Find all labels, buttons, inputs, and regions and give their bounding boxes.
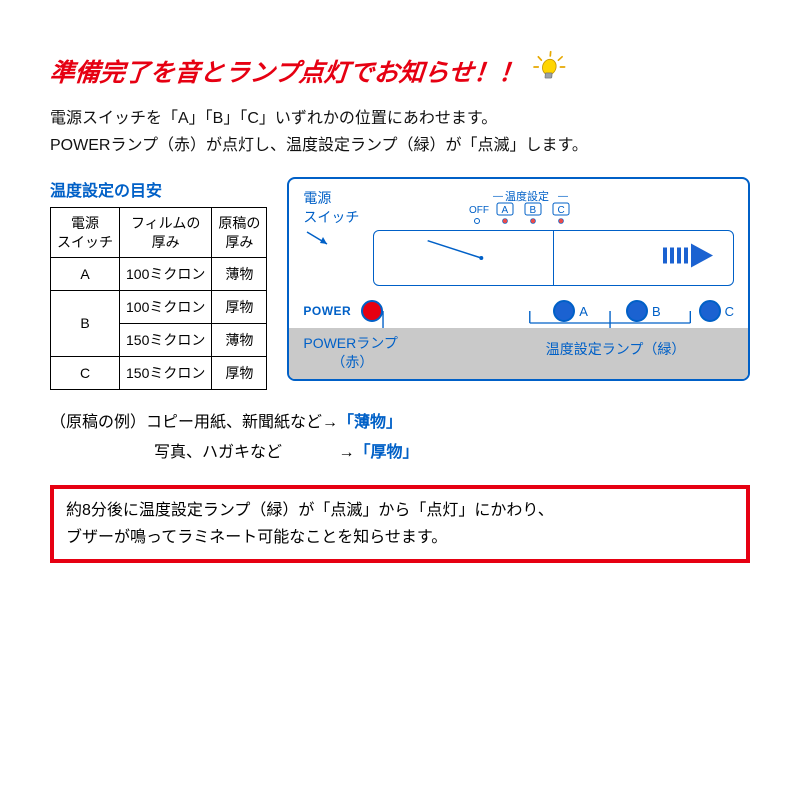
headline-text: 準備完了を音とランプ点灯でお知らせ！！ xyxy=(48,53,525,89)
led-blue-icon xyxy=(626,300,648,322)
intro-line2: POWERランプ（赤）が点灯し、温度設定ランプ（緑）が「点滅」します。 xyxy=(50,137,588,154)
svg-text:A: A xyxy=(502,205,509,216)
svg-text:OFF: OFF xyxy=(469,205,489,216)
intro-text: 電源スイッチを「A」「B」「C」いずれかの位置にあわせます。 POWERランプ（… xyxy=(50,105,750,159)
settings-table-title: 温度設定の目安 xyxy=(50,177,267,201)
th-doc: 原稿の厚み xyxy=(212,208,267,257)
power-label: POWER xyxy=(303,304,351,318)
temp-lamp-label: 温度設定ランプ（緑） xyxy=(497,334,734,358)
led-a: A xyxy=(553,300,588,322)
table-row: C 150ミクロン 厚物 xyxy=(51,356,267,389)
table-row: B 100ミクロン 厚物 xyxy=(51,290,267,323)
settings-table-block: 温度設定の目安 電源スイッチ フィルムの厚み 原稿の厚み A 100ミクロン 薄… xyxy=(50,177,267,389)
note-line1: 約8分後に温度設定ランプ（緑）が「点滅」から「点灯」にかわり、 xyxy=(66,502,554,519)
svg-text:C: C xyxy=(558,205,565,216)
led-red-icon xyxy=(361,300,383,322)
middle-row: 温度設定の目安 電源スイッチ フィルムの厚み 原稿の厚み A 100ミクロン 薄… xyxy=(50,177,750,389)
th-switch: 電源スイッチ xyxy=(51,208,120,257)
top-panel-icon: ― 温度設定 ― OFF A B C xyxy=(373,189,633,217)
examples-text: （原稿の例）コピー用紙、新聞紙など→「薄物」 写真、ハガキなど →「厚物」 xyxy=(50,408,750,469)
thin-keyword: 「薄物」 xyxy=(338,414,402,431)
diagram: 電源スイッチ ― 温度設定 ― OFF xyxy=(287,177,750,380)
switch-label: 電源スイッチ xyxy=(303,189,359,252)
headline: 準備完了を音とランプ点灯でお知らせ！！ xyxy=(48,50,752,91)
svg-text:温度設定: 温度設定 xyxy=(505,189,549,203)
diagram-block: 電源スイッチ ― 温度設定 ― OFF xyxy=(287,177,750,380)
table-row: A 100ミクロン 薄物 xyxy=(51,257,267,290)
bulb-icon xyxy=(530,50,568,91)
note-box: 約8分後に温度設定ランプ（緑）が「点滅」から「点灯」にかわり、 ブザーが鳴ってラ… xyxy=(50,485,750,563)
slider-knob-icon xyxy=(374,231,553,285)
th-film: フィルムの厚み xyxy=(120,208,212,257)
svg-text:―: ― xyxy=(558,191,568,202)
intro-line1: 電源スイッチを「A」「B」「C」いずれかの位置にあわせます。 xyxy=(50,110,497,127)
diagram-bottom-band: POWERランプ （赤） 温度設定ランプ（緑） xyxy=(289,328,748,378)
led-row: POWER A B C xyxy=(303,300,734,322)
thick-keyword: 「厚物」 xyxy=(354,444,418,461)
power-led xyxy=(361,300,383,322)
power-lamp-label: POWERランプ （赤） xyxy=(303,334,497,370)
led-c: C xyxy=(699,300,734,322)
note-line2: ブザーが鳴ってラミネート可能なことを知らせます。 xyxy=(66,529,447,546)
svg-text:B: B xyxy=(530,205,537,216)
led-b: B xyxy=(626,300,661,322)
led-blue-icon xyxy=(553,300,575,322)
arrow-icon xyxy=(663,244,723,273)
top-controls: ― 温度設定 ― OFF A B C xyxy=(373,189,734,286)
slider-box xyxy=(373,230,734,286)
svg-text:―: ― xyxy=(493,191,503,202)
settings-table: 電源スイッチ フィルムの厚み 原稿の厚み A 100ミクロン 薄物 B 100ミ… xyxy=(50,207,267,389)
led-blue-icon xyxy=(699,300,721,322)
pointer-arrow-icon xyxy=(303,228,333,248)
